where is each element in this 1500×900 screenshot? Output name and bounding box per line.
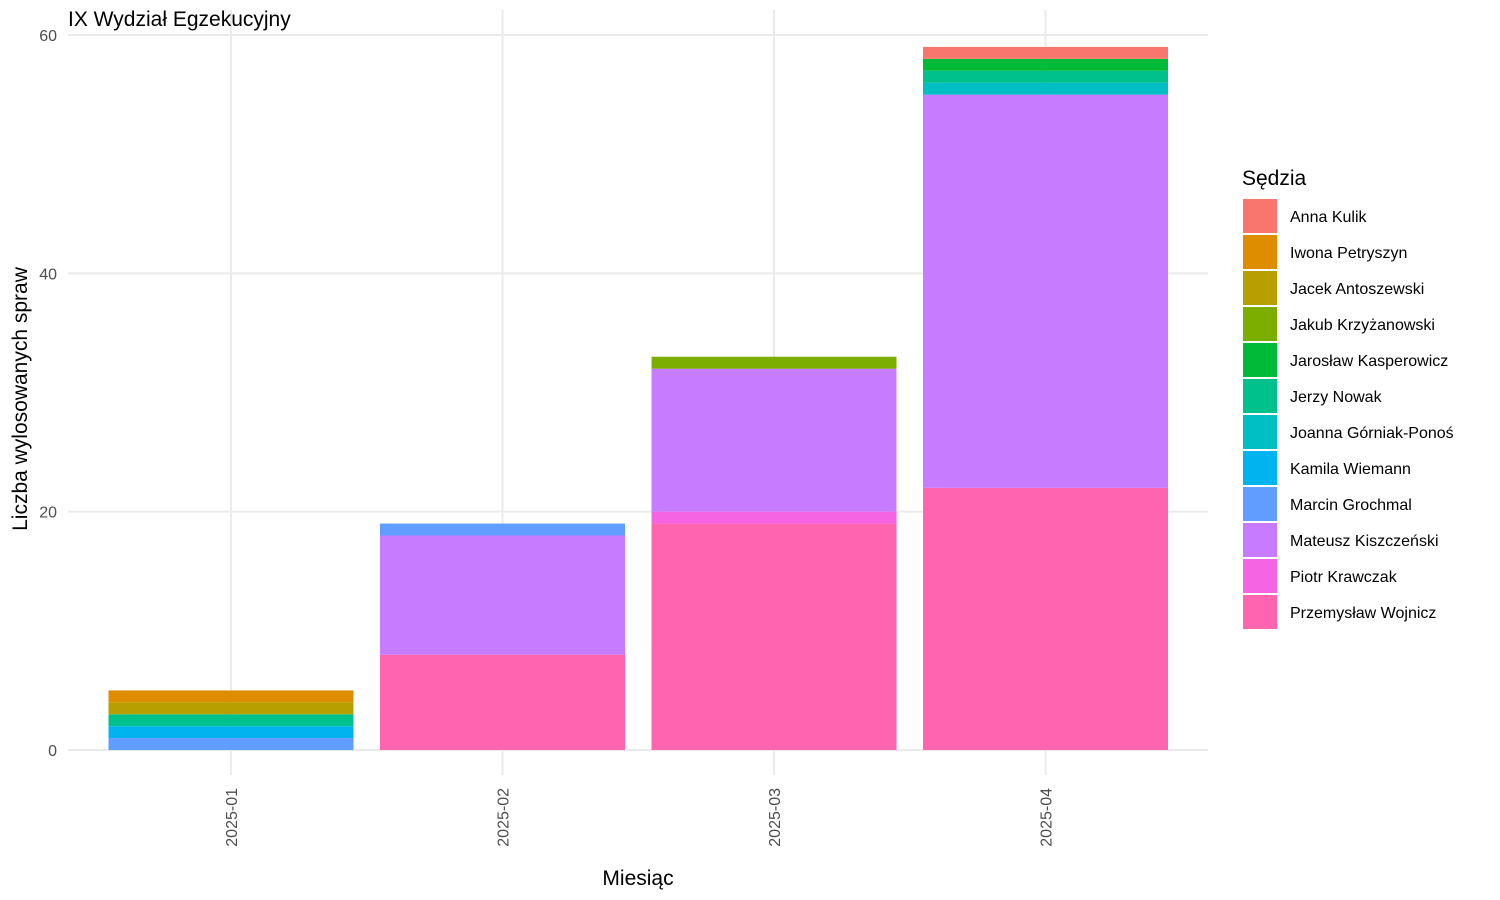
bar-segment [380,654,625,750]
legend-swatch [1243,559,1277,593]
bars [108,46,1168,750]
bar-segment [923,70,1168,83]
y-tick-label: 20 [39,505,57,522]
legend-swatch [1243,307,1277,341]
bar-segment [651,511,897,524]
legend-label: Przemysław Wojnicz [1290,605,1436,622]
legend-label: Jacek Antoszewski [1290,281,1424,298]
legend-swatch [1243,199,1277,233]
bar-segment [108,690,354,703]
bar-segment [108,726,354,739]
legend-label: Jerzy Nowak [1290,389,1383,406]
legend-label: Jakub Krzyżanowski [1290,317,1435,334]
y-tick-label: 40 [39,266,57,283]
bar-segment [380,535,625,655]
y-tick-label: 60 [39,28,57,45]
x-tick-label: 2025-02 [496,788,513,847]
legend-swatch [1243,451,1277,485]
bar-segment [651,356,897,369]
bar-segment [108,714,354,727]
legend-swatch [1243,235,1277,269]
legend-label: Piotr Krawczak [1290,569,1398,586]
legend-swatch [1243,379,1277,413]
legend-swatch [1243,487,1277,521]
x-axis-title: Miesiąc [602,867,673,890]
bar-segment [651,523,897,750]
legend-swatch [1243,595,1277,629]
bar-segment [923,58,1168,71]
legend-label: Kamila Wiemann [1290,461,1411,478]
legend-label: Joanna Górniak-Ponoś [1290,425,1454,442]
bar-segment [108,738,354,750]
legend: Sędzia Anna Kulik Iwona Petryszyn Jacek An… [1242,167,1454,629]
x-tick-label: 2025-03 [767,788,784,847]
legend-label: Marcin Grochmal [1290,497,1412,514]
chart-title: IX Wydział Egzekucyjny [68,8,291,31]
bar-segment [923,487,1168,750]
legend-label: Iwona Petryszyn [1290,245,1407,262]
x-tick-label: 2025-04 [1039,788,1056,847]
legend-label: Anna Kulik [1290,209,1367,226]
legend-swatch [1243,271,1277,305]
bar-segment [923,82,1168,95]
bar-segment [923,46,1168,59]
legend-swatch [1243,523,1277,557]
x-axis-ticks: 2025-01 2025-02 2025-03 2025-04 [224,788,1056,847]
bar-segment [380,523,625,536]
legend-label: Jarosław Kasperowicz [1290,353,1448,370]
legend-label: Mateusz Kiszczeński [1290,533,1439,550]
legend-swatch [1243,415,1277,449]
y-axis-title: Liczba wylosowanych spraw [9,266,32,531]
bar-segment [923,94,1168,488]
y-tick-label: 0 [48,743,57,760]
bar-segment [651,368,897,512]
x-tick-label: 2025-01 [224,788,241,847]
y-axis-ticks: 0 20 40 60 [39,28,57,760]
bar-segment [108,702,354,715]
legend-swatch [1243,343,1277,377]
legend-title: Sędzia [1242,167,1307,190]
